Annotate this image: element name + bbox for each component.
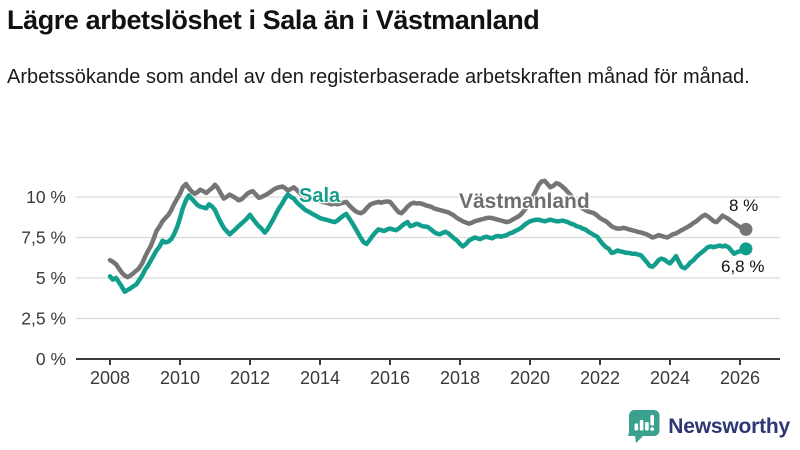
vstmanland-end-dot (739, 222, 753, 236)
x-tick-label: 2016 (370, 368, 410, 388)
y-tick-label: 0 % (36, 349, 66, 369)
x-tick-label: 2024 (650, 368, 690, 388)
brand-name: Newsworthy (668, 414, 790, 438)
y-tick-label: 5 % (36, 268, 66, 288)
x-tick-label: 2014 (300, 368, 340, 388)
brand-footer: Newsworthy (627, 409, 790, 444)
end-value-label-vastmanland: 8 % (729, 196, 759, 215)
page-title: Lägre arbetslöshet i Sala än i Västmanla… (7, 5, 540, 35)
y-tick-label: 7,5 % (21, 228, 66, 248)
x-tick-label: 2022 (580, 368, 620, 388)
x-tick-label: 2012 (230, 368, 270, 388)
sala-line (107, 192, 749, 295)
x-tick-label: 2018 (440, 368, 480, 388)
end-value-label-sala: 6,8 % (721, 257, 765, 276)
x-tick-label: 2020 (510, 368, 550, 388)
newsworthy-logo-icon (627, 409, 660, 444)
series-label-sala: Sala (299, 185, 341, 207)
x-tick-label: 2026 (720, 368, 760, 388)
x-tick-label: 2010 (160, 368, 200, 388)
vstmanland-line (107, 178, 749, 280)
series-label-vastmanland: Västmanland (459, 190, 590, 213)
sala-end-dot (739, 242, 753, 256)
chart-subtitle: Arbetssökande som andel av den registerb… (7, 66, 750, 88)
x-tick-label: 2008 (90, 368, 130, 388)
y-tick-label: 2,5 % (21, 309, 66, 329)
y-tick-label: 10 % (26, 187, 66, 207)
